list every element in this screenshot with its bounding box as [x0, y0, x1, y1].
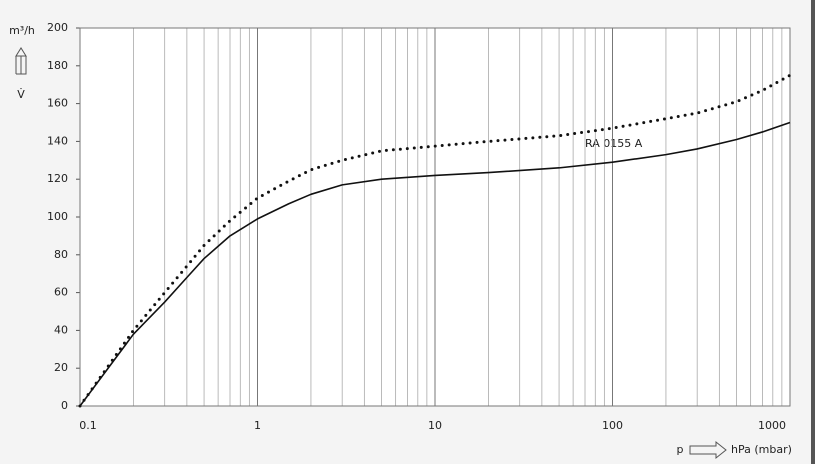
y-axis-label: m³/h — [9, 24, 35, 37]
y-tick-label: 100 — [47, 210, 68, 223]
x-tick-label: 10 — [428, 419, 442, 432]
y-tick-label: 200 — [47, 21, 68, 34]
y-tick-label: 160 — [47, 97, 68, 110]
x-axis-label: hPa (mbar) — [731, 443, 792, 456]
y-tick-label: 80 — [54, 248, 68, 261]
y-tick-label: 0 — [61, 399, 68, 412]
x-tick-label: 1 — [254, 419, 261, 432]
y-symbol: V̇ — [17, 88, 25, 101]
x-symbol: p — [677, 443, 684, 456]
x-tick-label: 100 — [602, 419, 623, 432]
y-tick-label: 120 — [47, 172, 68, 185]
x-tick-label: 1000 — [758, 419, 786, 432]
y-tick-label: 180 — [47, 59, 68, 72]
y-arrow — [15, 47, 27, 75]
x-tick-label: 0.1 — [79, 419, 97, 432]
annotation: RA 0155 A — [585, 137, 643, 150]
y-tick-label: 60 — [54, 286, 68, 299]
curve — [79, 121, 791, 407]
curve — [78, 73, 792, 408]
y-tick-label: 140 — [47, 134, 68, 147]
y-tick-label: 20 — [54, 361, 68, 374]
x-arrow — [689, 440, 727, 460]
plot-frame — [79, 27, 791, 407]
y-tick-label: 40 — [54, 323, 68, 336]
right-edge — [811, 0, 815, 464]
